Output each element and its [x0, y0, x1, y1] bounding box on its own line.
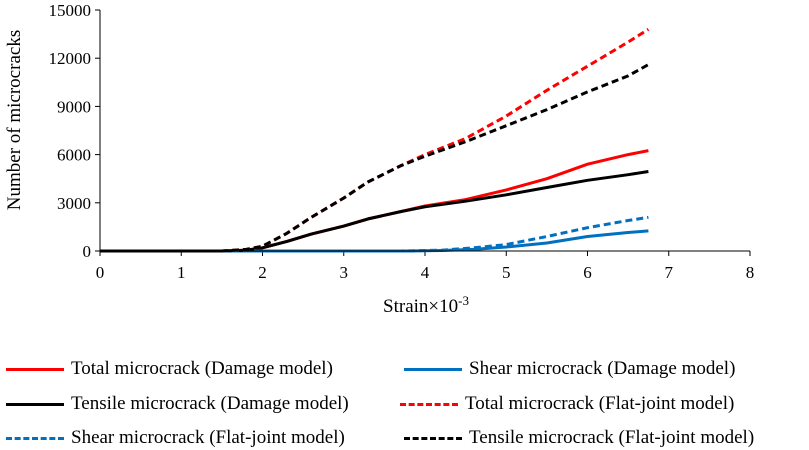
y-tick-label: 9000: [57, 97, 91, 116]
series-lines: [100, 28, 650, 253]
legend-label: Tensile microcrack (Damage model): [71, 393, 349, 414]
series-line: [100, 215, 649, 253]
legend-swatch-dashed-red: [400, 402, 458, 406]
x-tick-label: 8: [746, 263, 755, 282]
x-axis-ticks: 0 1 2 3 4 5 6 7 8: [96, 251, 755, 282]
legend-label: Shear microcrack (Flat-joint model): [71, 427, 345, 448]
legend-swatch-dashed-blue: [6, 436, 64, 440]
legend-label: Total microcrack (Flat-joint model): [465, 393, 735, 414]
y-tick-label: 12000: [49, 49, 92, 68]
x-tick-label: 2: [258, 263, 267, 282]
line-chart: 0 3000 6000 9000 12000 15000 0 1 2 3 4 5 6 7 8 Number…: [4, 1, 755, 318]
legend-item: Total microcrack (Damage model): [6, 357, 333, 381]
x-tick-label: 0: [96, 263, 105, 282]
x-axis-title: Strain×10-3: [383, 293, 469, 318]
legend: Total microcrack (Damage model) Shear mi…: [0, 340, 809, 450]
legend-label: Tensile microcrack (Flat-joint model): [469, 427, 755, 448]
legend-item: Shear microcrack (Flat-joint model): [6, 426, 345, 450]
x-axis-title-exponent: -3: [458, 293, 469, 308]
legend-swatch-solid-black: [6, 402, 64, 406]
y-tick-label: 6000: [57, 146, 91, 165]
x-axis-title-main: Strain×10: [383, 296, 458, 317]
x-tick-label: 5: [502, 263, 511, 282]
legend-label: Total microcrack (Damage model): [71, 358, 333, 379]
series-line: [100, 229, 649, 253]
legend-item: Shear microcrack (Damage model): [404, 357, 735, 381]
legend-swatch-solid-blue: [404, 367, 462, 371]
legend-swatch-dashed-black: [404, 436, 462, 440]
legend-item: Total microcrack (Flat-joint model): [400, 392, 734, 416]
x-tick-label: 1: [177, 263, 186, 282]
x-tick-label: 7: [665, 263, 674, 282]
legend-item: Tensile microcrack (Damage model): [6, 392, 349, 416]
x-tick-label: 6: [583, 263, 592, 282]
y-tick-label: 0: [83, 242, 92, 261]
y-axis-title: Number of microcracks: [4, 30, 25, 210]
legend-item: Tensile microcrack (Flat-joint model): [404, 426, 754, 450]
series-line: [100, 149, 649, 253]
x-tick-label: 4: [421, 263, 430, 282]
y-axis-ticks: 0 3000 6000 9000 12000 15000: [49, 1, 100, 261]
legend-swatch-solid-red: [6, 367, 64, 371]
x-tick-label: 3: [340, 263, 349, 282]
y-tick-label: 15000: [49, 1, 92, 20]
series-line: [100, 63, 650, 253]
legend-label: Shear microcrack (Damage model): [469, 358, 736, 379]
y-tick-label: 3000: [57, 194, 91, 213]
